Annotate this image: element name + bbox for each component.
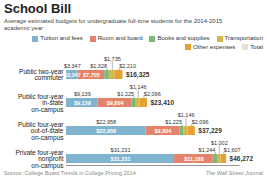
svg-text:$46,272: $46,272: [230, 155, 254, 163]
svg-text:$2,096: $2,096: [192, 118, 209, 124]
svg-text:$2,210: $2,210: [119, 62, 136, 68]
svg-text:$9,139: $9,139: [74, 90, 91, 96]
html-text:Room and board: Room and board: [97, 35, 143, 42]
svg-text:$7,705: $7,705: [83, 71, 100, 77]
svg-text:$3,347: $3,347: [64, 71, 81, 77]
html-text:Source: College Board Trends i: Source: College Board Trends in College …: [4, 169, 136, 176]
svg-text:$22,958: $22,958: [96, 127, 116, 133]
svg-text:$2,096: $2,096: [144, 90, 161, 96]
svg-text:Private four-yearnonprofiton-c: Private four-yearnonprofiton-campus: [15, 148, 64, 169]
svg-text:Public two-yearcommuter: Public two-yearcommuter: [19, 68, 64, 82]
svg-text:$1,607: $1,607: [224, 146, 241, 152]
svg-text:Public four-yearin-stateon-cam: Public four-yearin-stateon-campus: [18, 92, 64, 113]
svg-text:$9,804: $9,804: [154, 127, 172, 133]
svg-text:$31,231: $31,231: [111, 155, 131, 161]
html-text:School Bill: School Bill: [4, 1, 72, 16]
html-text:The Wall Street Journal: The Wall Street Journal: [205, 169, 263, 176]
svg-text:$1,146: $1,146: [130, 84, 147, 90]
svg-text:$22,958: $22,958: [96, 118, 116, 124]
svg-text:$1,002: $1,002: [211, 140, 228, 146]
svg-text:$23,410: $23,410: [150, 99, 174, 107]
svg-text:$1,244: $1,244: [199, 146, 216, 152]
html-text:Total: Total: [250, 43, 263, 50]
svg-text:$9,139: $9,139: [74, 99, 91, 105]
html-text:Tuition and fees: Tuition and fees: [40, 35, 83, 42]
html-text:Books and supplies: Books and supplies: [157, 35, 210, 42]
svg-text:$3,347: $3,347: [64, 62, 81, 68]
svg-text:$1,735: $1,735: [104, 56, 121, 62]
html-text:Average estimated budgets for: Average estimated budgets for undergradu…: [4, 17, 223, 32]
svg-text:$1,146: $1,146: [178, 112, 195, 118]
svg-text:$37,229: $37,229: [198, 127, 222, 135]
svg-text:$1,225: $1,225: [117, 90, 134, 96]
html-text:Transportation: Transportation: [224, 35, 263, 42]
svg-text:$9,804: $9,804: [107, 99, 125, 105]
svg-text:$31,231: $31,231: [111, 146, 131, 152]
svg-text:$11,188: $11,188: [184, 155, 204, 161]
svg-text:$16,325: $16,325: [126, 71, 150, 79]
svg-text:$1,225: $1,225: [165, 118, 182, 124]
svg-text:$1,328: $1,328: [90, 62, 107, 68]
html-text:Other expenses: Other expenses: [193, 43, 236, 50]
svg-text:Public four-yearout-of-stateon: Public four-yearout-of-stateon-campus: [18, 120, 64, 141]
